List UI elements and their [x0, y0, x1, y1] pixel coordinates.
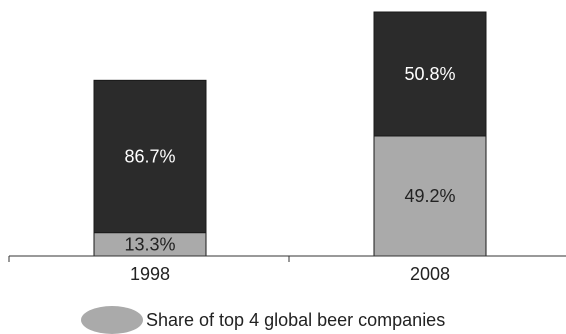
- legend: Share of top 4 global beer companies: [81, 306, 445, 334]
- data-label: 86.7%: [124, 146, 175, 166]
- legend-swatch-icon: [81, 306, 143, 334]
- data-label: 13.3%: [124, 234, 175, 254]
- legend-label: Share of top 4 global beer companies: [146, 310, 446, 330]
- x-tick-label: 2008: [410, 264, 450, 284]
- data-label: 50.8%: [404, 64, 455, 84]
- bar-segment: [373, 11, 487, 137]
- x-tick-label: 1998: [130, 264, 170, 284]
- bar-segment: [93, 79, 207, 234]
- data-label: 49.2%: [404, 186, 455, 206]
